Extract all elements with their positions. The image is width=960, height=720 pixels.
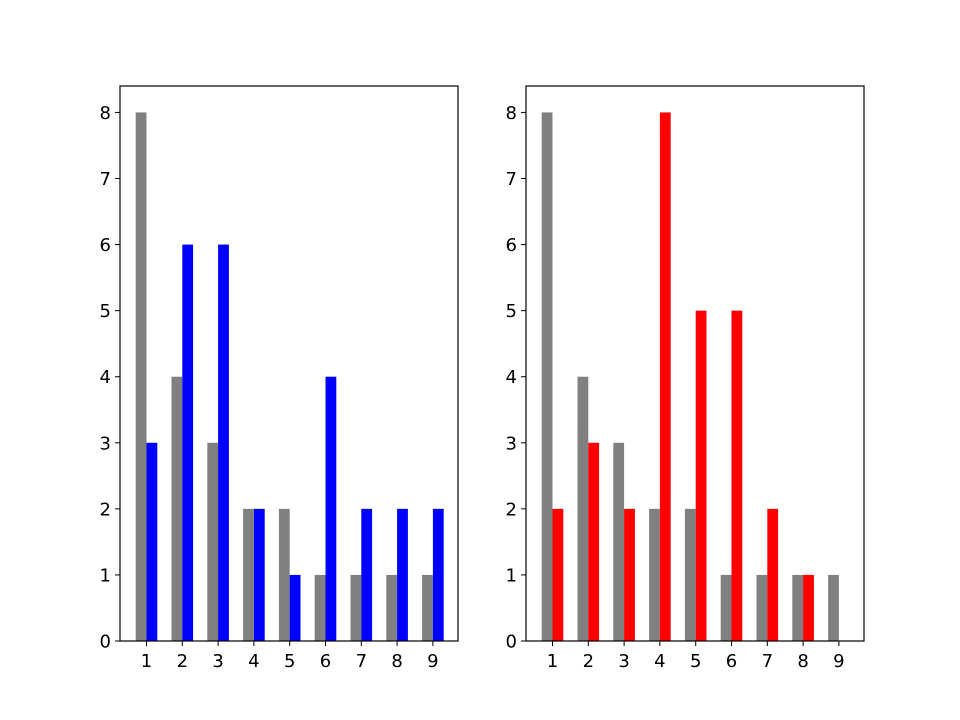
x-tick-label: 2 (177, 651, 188, 672)
bar-series2-2 (588, 442, 600, 641)
bar-series1-4 (649, 508, 660, 641)
bar-series1-6 (720, 574, 732, 641)
bar-series2-8 (397, 508, 408, 641)
y-tick-label: 2 (506, 499, 517, 520)
y-tick-label: 0 (506, 632, 517, 653)
bar-series1-8 (792, 574, 804, 641)
bar-series1-9 (828, 574, 839, 641)
chart-panel-2: 1 2 3 4 5 6 7 8 9 0 1 2 3 4 5 6 7 8 (506, 85, 865, 672)
bar-series2-4 (253, 508, 265, 641)
bar-series2-2 (182, 244, 194, 641)
y-tick-label: 5 (100, 301, 111, 322)
bar-series2-5 (289, 574, 301, 641)
x-tick-label: 4 (248, 651, 259, 672)
bar-series1-6 (314, 574, 326, 641)
bar-series1-7 (350, 574, 362, 641)
x-tick-label: 5 (284, 651, 295, 672)
bar-series1-7 (756, 574, 768, 641)
bar-series2-1 (552, 508, 564, 641)
x-tick-label: 3 (618, 651, 629, 672)
x-tick-label: 4 (654, 651, 665, 672)
bar-series2-6 (325, 376, 337, 641)
axes-frame (119, 85, 459, 642)
bar-series2-9 (432, 508, 444, 641)
bar-series2-3 (218, 244, 229, 641)
bar-series1-4 (243, 508, 254, 641)
bar-series1-3 (207, 442, 219, 641)
bar-series2-4 (659, 112, 671, 642)
y-tick-label: 0 (100, 632, 111, 653)
bar-series1-8 (386, 574, 398, 641)
y-tick-label: 8 (100, 103, 111, 124)
bar-series1-2 (171, 376, 183, 641)
bar-series2-8 (803, 574, 814, 641)
x-tick-label: 9 (833, 651, 844, 672)
x-tick-label: 6 (726, 651, 737, 672)
y-tick-label: 3 (100, 433, 111, 454)
y-tick-label: 4 (100, 367, 111, 388)
bar-series1-1 (135, 112, 147, 642)
x-tick-label: 6 (320, 651, 331, 672)
y-tick-label: 3 (506, 433, 517, 454)
y-tick-label: 6 (100, 235, 111, 256)
bar-series1-5 (684, 508, 696, 641)
y-tick-label: 6 (506, 235, 517, 256)
x-tick-label: 2 (583, 651, 594, 672)
x-tick-label: 3 (212, 651, 223, 672)
axes-frame (525, 85, 865, 642)
bar-series2-7 (767, 508, 779, 641)
y-tick-label: 2 (100, 499, 111, 520)
bar-series2-1 (146, 442, 158, 641)
bar-series1-2 (577, 376, 589, 641)
x-tick-label: 1 (547, 651, 558, 672)
y-tick-label: 1 (100, 565, 111, 586)
chart-panel-1: 1 2 3 4 5 6 7 8 9 0 1 2 3 4 5 6 7 8 (100, 85, 459, 672)
bar-series2-7 (361, 508, 373, 641)
bar-series2-5 (695, 310, 707, 641)
bar-series1-9 (422, 574, 433, 641)
bar-series2-6 (731, 310, 743, 641)
y-tick-label: 8 (506, 103, 517, 124)
y-tick-label: 4 (506, 367, 517, 388)
x-tick-label: 8 (797, 651, 808, 672)
bar-series1-1 (541, 112, 553, 642)
x-tick-label: 1 (141, 651, 152, 672)
x-tick-label: 8 (391, 651, 402, 672)
bar-series1-5 (278, 508, 290, 641)
x-tick-label: 5 (690, 651, 701, 672)
y-tick-label: 7 (100, 169, 111, 190)
x-tick-label: 7 (762, 651, 773, 672)
x-tick-label: 9 (427, 651, 438, 672)
bar-series2-3 (624, 508, 635, 641)
x-tick-label: 7 (356, 651, 367, 672)
y-tick-label: 1 (506, 565, 517, 586)
y-tick-label: 5 (506, 301, 517, 322)
y-tick-label: 7 (506, 169, 517, 190)
bar-series1-3 (613, 442, 625, 641)
